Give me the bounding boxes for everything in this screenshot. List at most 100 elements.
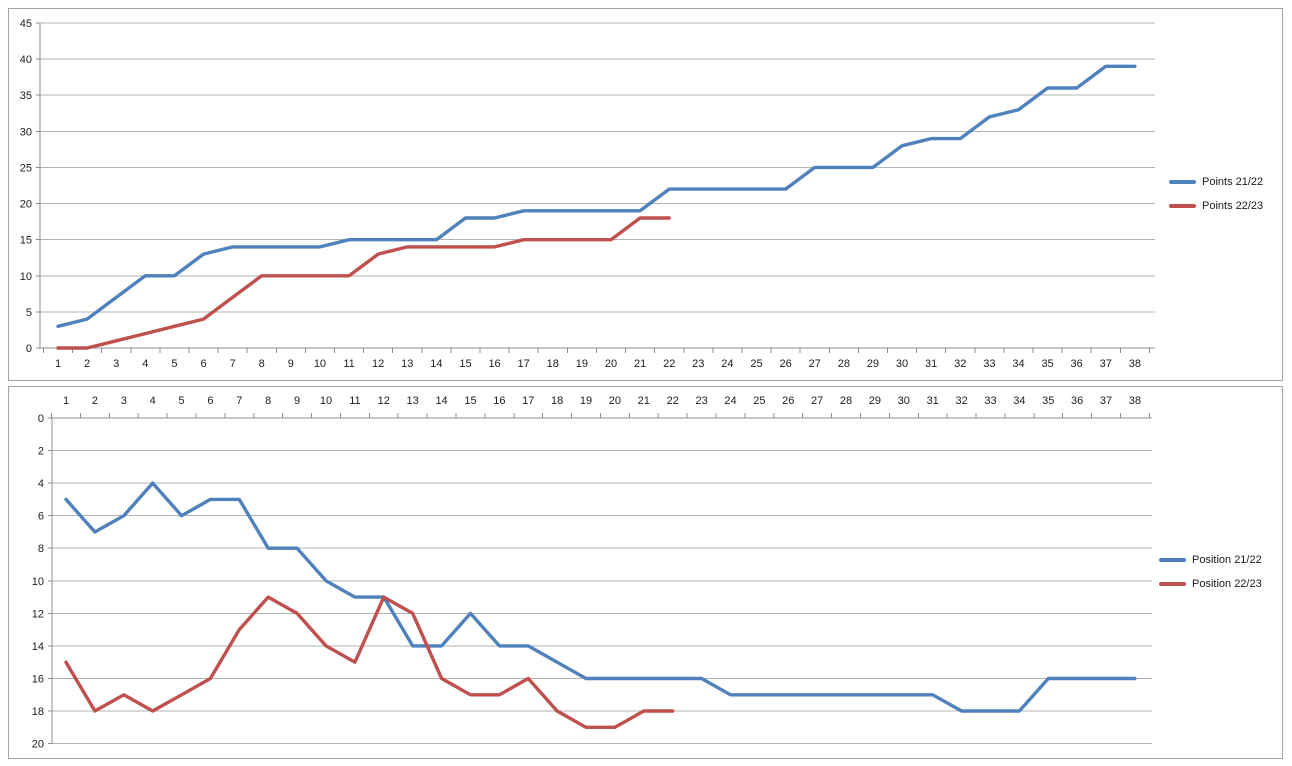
x-axis-label: 1 (55, 358, 61, 370)
x-axis-label: 18 (547, 358, 559, 370)
x-axis-label: 31 (927, 395, 939, 407)
x-axis-label: 21 (638, 395, 650, 407)
x-axis-label: 27 (809, 358, 821, 370)
x-axis-label: 5 (178, 395, 184, 407)
x-axis-label: 3 (113, 358, 119, 370)
y-axis-label: 30 (20, 126, 32, 138)
x-axis-label: 34 (1012, 358, 1024, 370)
x-axis-label: 31 (925, 358, 937, 370)
y-axis-label: 12 (32, 608, 44, 620)
x-axis-label: 2 (92, 395, 98, 407)
points-2223-line-swatch (1169, 204, 1196, 208)
y-axis-label: 18 (32, 706, 44, 718)
x-axis-label: 22 (667, 395, 679, 407)
x-axis-label: 24 (724, 395, 736, 407)
legend-item-points-2122[interactable]: Points 21/22 (1169, 175, 1263, 189)
x-axis-label: 19 (580, 395, 592, 407)
x-axis-label: 8 (259, 358, 265, 370)
position-2223-line-swatch (1159, 582, 1186, 586)
y-axis-label: 35 (20, 90, 32, 102)
x-axis-label: 30 (896, 358, 908, 370)
x-axis-label: 9 (288, 358, 294, 370)
x-axis-label: 32 (955, 395, 967, 407)
x-axis-label: 36 (1071, 395, 1083, 407)
x-axis-label: 11 (343, 358, 354, 370)
x-axis-label: 9 (294, 395, 300, 407)
y-axis-label: 6 (38, 511, 44, 523)
x-axis-label: 25 (750, 358, 762, 370)
x-axis-label: 17 (522, 395, 534, 407)
y-axis-label: 15 (20, 235, 32, 247)
x-axis-label: 20 (609, 395, 621, 407)
x-axis-label: 18 (551, 395, 563, 407)
y-axis-label: 20 (32, 739, 44, 751)
x-axis-label: 26 (780, 358, 792, 370)
x-axis-label: 7 (236, 395, 242, 407)
position-2122-line-swatch (1159, 558, 1186, 562)
x-axis-label: 4 (150, 395, 156, 407)
x-axis-label: 19 (576, 358, 588, 370)
y-axis-label: 25 (20, 162, 32, 174)
y-axis-label: 16 (32, 673, 44, 685)
x-axis-label: 2 (84, 358, 90, 370)
y-axis-label: 5 (26, 307, 32, 319)
x-axis-label: 14 (430, 358, 442, 370)
x-axis-label: 32 (954, 358, 966, 370)
x-axis-label: 4 (142, 358, 148, 370)
x-axis-label: 28 (840, 395, 852, 407)
x-axis-label: 5 (171, 358, 177, 370)
x-axis-label: 38 (1129, 395, 1141, 407)
y-axis-label: 45 (20, 18, 32, 30)
series-line-position-21-22 (64, 481, 1137, 713)
x-axis-label: 15 (459, 358, 471, 370)
x-axis-label: 6 (207, 395, 213, 407)
series-line-points-21-22 (56, 64, 1137, 328)
points-chart-panel[interactable]: 0 5 10 15 20 25 30 35 40 45 1 2 3 4 5 6 7 8 9 10 11 12 13 14 15 1… (8, 8, 1283, 381)
x-axis-label: 29 (869, 395, 881, 407)
x-axis-label: 30 (898, 395, 910, 407)
series-line-position-22-23 (64, 595, 675, 729)
x-axis-label: 33 (983, 358, 995, 370)
legend-item-position-2122[interactable]: Position 21/22 (1159, 553, 1262, 567)
x-axis-label: 21 (634, 358, 646, 370)
x-axis-label: 22 (663, 358, 675, 370)
y-axis-label: 10 (32, 576, 44, 588)
y-axis-label: 0 (26, 343, 32, 355)
x-axis-label: 1 (63, 395, 69, 407)
y-axis-label: 10 (20, 271, 32, 283)
x-axis-label: 37 (1100, 358, 1112, 370)
x-axis-label: 8 (265, 395, 271, 407)
x-axis-label: 27 (811, 395, 823, 407)
x-axis-label: 23 (692, 358, 704, 370)
legend-item-points-2223[interactable]: Points 22/23 (1169, 199, 1263, 213)
x-axis-label: 23 (695, 395, 707, 407)
x-axis-label: 10 (314, 358, 326, 370)
x-axis-label: 35 (1042, 395, 1054, 407)
x-axis-label: 38 (1129, 358, 1141, 370)
legend-label: Points 22/23 (1202, 200, 1264, 212)
x-axis-label: 3 (121, 395, 127, 407)
x-axis-label: 37 (1100, 395, 1112, 407)
x-axis-label: 15 (464, 395, 476, 407)
x-axis-label: 14 (435, 395, 447, 407)
x-axis-label: 34 (1013, 395, 1025, 407)
x-axis-label: 36 (1071, 358, 1083, 370)
x-axis-label: 6 (200, 358, 206, 370)
x-axis-label: 7 (230, 358, 236, 370)
y-axis-label: 8 (38, 543, 44, 555)
x-axis-label: 16 (488, 358, 500, 370)
x-axis-label: 20 (605, 358, 617, 370)
legend-label: Points 21/22 (1202, 176, 1264, 188)
x-axis-label: 11 (349, 395, 360, 407)
x-axis-label: 12 (378, 395, 390, 407)
x-axis-label: 29 (867, 358, 879, 370)
x-axis-label: 10 (320, 395, 332, 407)
y-axis-label: 2 (38, 446, 44, 458)
legend-item-position-2223[interactable]: Position 22/23 (1159, 577, 1262, 591)
x-axis-label: 33 (984, 395, 996, 407)
position-chart-panel[interactable]: 0 2 4 6 8 10 12 14 16 18 20 1 2 3 4 5 6 7 8 9 10 11 12 13 14 15 16… (8, 386, 1283, 759)
x-axis-label: 26 (782, 395, 794, 407)
